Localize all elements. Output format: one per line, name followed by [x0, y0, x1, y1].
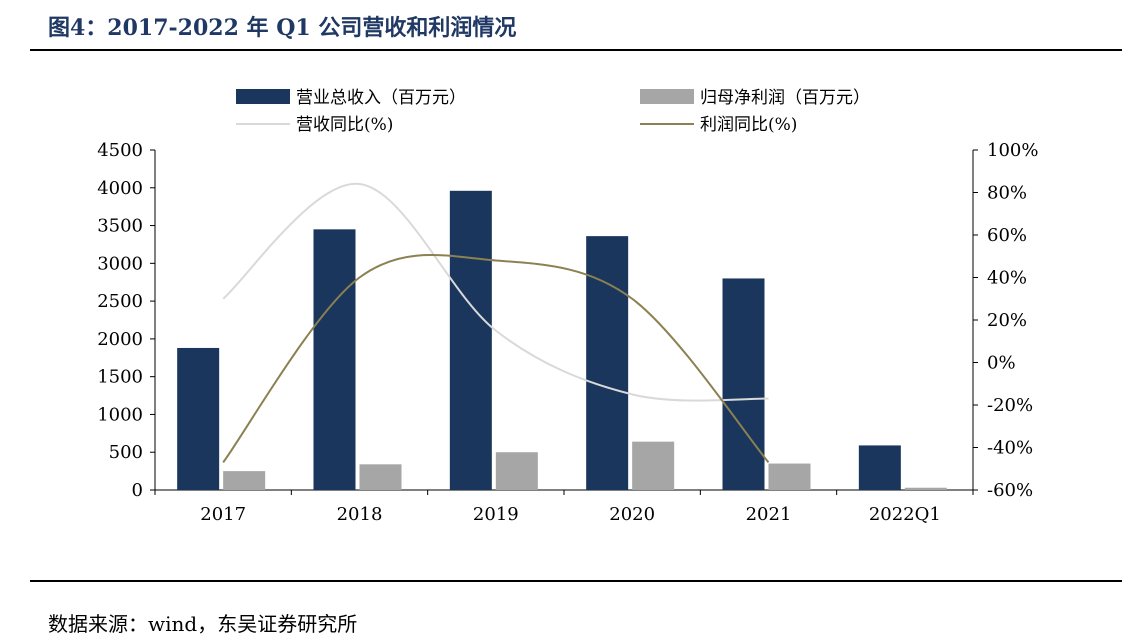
- right-tick-label: 80%: [987, 183, 1027, 204]
- x-tick-label: 2017: [200, 504, 246, 525]
- profit-bar: [223, 471, 266, 490]
- revenue-bar: [722, 278, 765, 490]
- profit-bar: [495, 452, 538, 490]
- revenue-bar: [586, 236, 629, 490]
- x-tick-label: 2020: [609, 504, 655, 525]
- revenue-bar: [449, 190, 492, 491]
- left-tick-label: 3500: [97, 216, 143, 237]
- x-tick-label: 2019: [473, 504, 519, 525]
- right-tick-label: 60%: [987, 225, 1027, 246]
- axes: 0 500 1000 1500 2000 2500 3000 3500 4000 4500 -60%…: [97, 140, 1038, 525]
- left-tick-label: 3000: [97, 253, 143, 274]
- profit-bar: [904, 487, 947, 490]
- right-tick-label: -20%: [987, 395, 1033, 416]
- right-tick-label: 20%: [987, 310, 1027, 331]
- legend-label: 营业总收入（百万元）: [296, 88, 466, 108]
- profit-bar: [359, 464, 402, 490]
- right-tick-label: 40%: [987, 268, 1027, 289]
- revenue-growth-line: [222, 182, 769, 402]
- profit-bar: [768, 463, 811, 490]
- legend-swatch: [236, 89, 290, 104]
- right-tick-label: 100%: [987, 140, 1038, 161]
- legend-label: 营收同比(%): [296, 115, 393, 135]
- profit-bar: [632, 441, 675, 490]
- x-tick-label: 2022Q1: [869, 504, 941, 525]
- left-tick-label: 0: [132, 480, 143, 501]
- right-tick-label: 0%: [987, 353, 1016, 374]
- profit-growth-line: [222, 254, 770, 464]
- revenue-profit-chart: 营业总收入（百万元） 归母净利润（百万元） 营收同比(%) 利润同比(%) 0 500 1…: [97, 88, 1038, 525]
- legend-label: 归母净利润（百万元）: [700, 88, 870, 108]
- x-tick-label: 2021: [746, 504, 792, 525]
- legend: 营业总收入（百万元） 归母净利润（百万元） 营收同比(%) 利润同比(%): [236, 88, 870, 135]
- left-tick-label: 4500: [97, 140, 143, 161]
- right-tick-label: -60%: [987, 480, 1033, 501]
- left-tick-label: 4000: [97, 178, 143, 199]
- left-tick-label: 2500: [97, 291, 143, 312]
- figure-title: 图4：2017-2022 年 Q1 公司营收和利润情况: [48, 15, 517, 41]
- legend-revenue: 营业总收入（百万元）: [236, 88, 466, 108]
- bars: [177, 190, 947, 491]
- right-tick-label: -40%: [987, 438, 1033, 459]
- left-tick-label: 500: [109, 442, 143, 463]
- revenue-bar: [177, 347, 220, 490]
- left-tick-label: 2000: [97, 329, 143, 350]
- revenue-bar: [313, 229, 356, 491]
- x-tick-label: 2018: [337, 504, 383, 525]
- legend-profit-growth: 利润同比(%): [640, 115, 797, 135]
- revenue-bar: [858, 445, 901, 490]
- legend-revenue-growth: 营收同比(%): [236, 115, 393, 135]
- legend-label: 利润同比(%): [700, 115, 797, 135]
- bottom-rule: [30, 580, 1122, 582]
- left-tick-label: 1500: [97, 367, 143, 388]
- source-note: 数据来源：wind，东吴证券研究所: [48, 612, 358, 636]
- legend-profit: 归母净利润（百万元）: [640, 88, 870, 108]
- top-rule: [30, 49, 1122, 51]
- left-tick-label: 1000: [97, 404, 143, 425]
- lines: [222, 182, 770, 464]
- legend-swatch: [640, 89, 694, 104]
